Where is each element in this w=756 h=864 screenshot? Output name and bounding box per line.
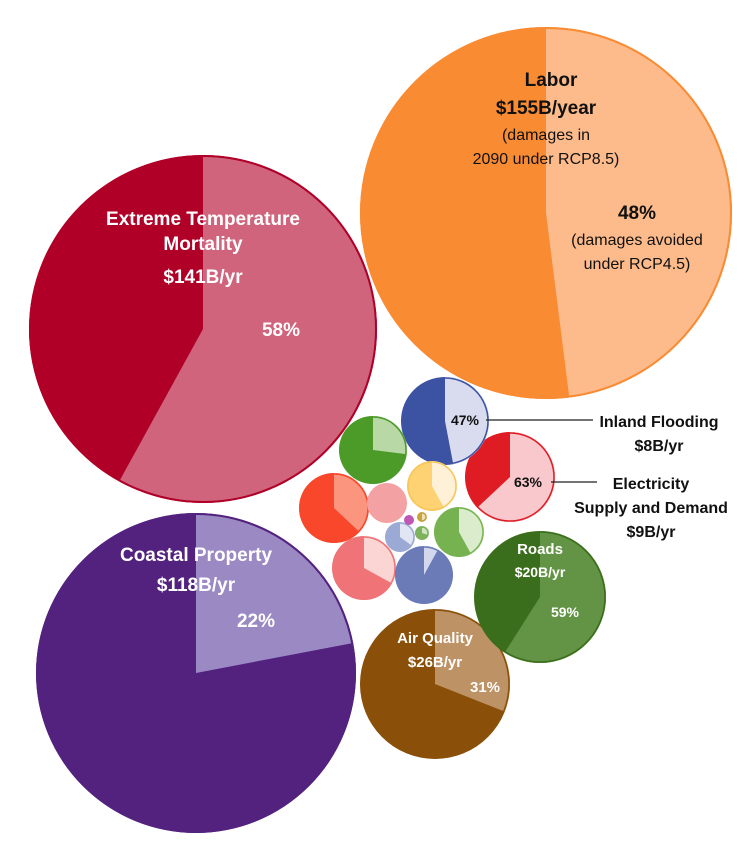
labor-outline — [360, 27, 732, 399]
air-quality-value: $26B/yr — [408, 654, 462, 671]
inland-flooding-avoided-pct: 47% — [451, 412, 480, 428]
tiny-slate-bubble — [385, 521, 416, 552]
tiny-olive-bubble — [417, 512, 427, 522]
mortality-outline — [29, 155, 377, 503]
labor-avoided-note-2: under RCP4.5) — [584, 256, 691, 273]
tiny-olive-outline — [417, 512, 427, 522]
bubbles-layer — [29, 27, 732, 833]
tiny-green-outline — [415, 526, 429, 540]
mortality-avoided-pct: 58% — [262, 320, 300, 341]
coastal-outline — [36, 513, 356, 833]
labor-value: $155B/year — [496, 98, 597, 119]
roads-outline — [474, 531, 606, 663]
roads-avoided-slice — [504, 531, 606, 663]
labor-avoided-note-1: (damages avoided — [571, 232, 703, 249]
labor-name: Labor — [525, 70, 578, 91]
labor-note-1: (damages in — [502, 127, 590, 144]
small-blue-avoided-slice — [424, 546, 438, 575]
electricity-name-line-1: Electricity — [613, 476, 690, 493]
electricity-outline — [465, 432, 555, 522]
small-salmon-bubble — [332, 536, 397, 600]
small-green-bubble — [339, 416, 407, 484]
labor-avoided-pct: 48% — [618, 203, 656, 224]
small-pink-outline — [367, 483, 407, 523]
mortality-bubble — [29, 155, 377, 503]
inland-flooding-outline — [401, 377, 489, 465]
inland-flooding-avoided-slice — [445, 377, 489, 465]
labor-note-2: 2090 under RCP8.5) — [473, 151, 620, 168]
small-lightgreen-bubble — [434, 507, 485, 557]
electricity-avoided-pct: 63% — [514, 474, 543, 490]
electricity-name-line-2: Supply and Demand — [574, 500, 728, 517]
small-yellow-bubble — [407, 461, 458, 511]
small-blue-outline — [395, 546, 453, 604]
mortality-name-line-2: Mortality — [163, 234, 243, 255]
mortality-name-line-1: Extreme Temperature — [106, 209, 300, 230]
electricity-value: $9B/yr — [627, 524, 676, 541]
small-pink-total-slice — [367, 483, 407, 523]
small-lightgreen-avoided-slice — [459, 507, 485, 554]
inland-flooding-name: Inland Flooding — [599, 414, 718, 431]
roads-name: Roads — [517, 541, 563, 558]
inland-flooding-value: $8B/yr — [635, 438, 684, 455]
small-yellow-outline — [407, 461, 457, 511]
air-quality-avoided-pct: 31% — [470, 679, 500, 696]
small-blue-bubble — [395, 546, 453, 604]
labor-bubble — [360, 27, 732, 399]
coastal-avoided-pct: 22% — [237, 611, 275, 632]
small-salmon-outline — [332, 536, 396, 600]
labels-layer: Labor $155B/year (damages in 2090 under … — [106, 70, 728, 696]
tiny-green-bubble — [415, 525, 430, 540]
tiny-magenta-bubble — [404, 515, 414, 525]
small-lightgreen-outline — [434, 507, 484, 557]
small-pink-bubble — [367, 483, 407, 523]
mortality-value: $141B/yr — [163, 267, 243, 288]
mortality-avoided-slice — [119, 155, 377, 503]
coastal-bubble — [36, 513, 356, 833]
small-yellow-avoided-slice — [432, 461, 458, 508]
inland-flooding-bubble — [401, 377, 489, 465]
air-quality-name: Air Quality — [397, 630, 474, 647]
small-green-outline — [339, 416, 407, 484]
labor-avoided-slice — [546, 27, 732, 398]
roads-value: $20B/yr — [515, 564, 566, 580]
coastal-avoided-slice — [196, 513, 354, 673]
air-quality-bubble — [360, 609, 510, 759]
tiny-magenta-outline — [404, 515, 414, 525]
electricity-avoided-slice — [477, 431, 556, 522]
small-redorange-avoided-slice — [334, 473, 369, 532]
roads-avoided-pct: 59% — [551, 604, 580, 620]
coastal-value: $118B/yr — [157, 575, 236, 596]
roads-bubble — [474, 531, 606, 663]
coastal-name: Coastal Property — [120, 545, 272, 566]
electricity-bubble — [465, 431, 556, 522]
air-quality-outline — [360, 609, 510, 759]
leader-lines — [486, 419, 597, 483]
small-green-avoided-slice — [373, 416, 407, 455]
tiny-slate-outline — [385, 522, 415, 552]
small-redorange-bubble — [299, 473, 369, 543]
